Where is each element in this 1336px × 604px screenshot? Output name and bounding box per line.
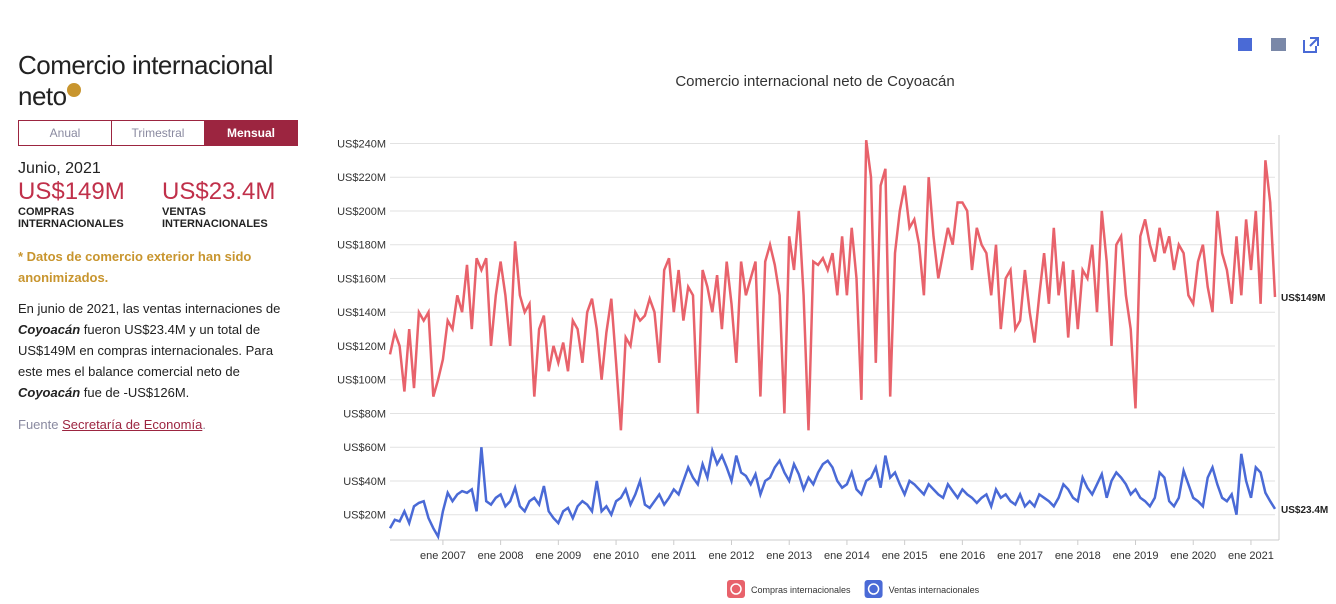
- source-suffix: .: [202, 417, 206, 432]
- legend-label: Compras internacionales: [751, 585, 851, 595]
- x-tick-label: ene 2010: [593, 550, 639, 562]
- x-tick-label: ene 2017: [997, 550, 1043, 562]
- stat-label: VENTAS INTERNACIONALES: [162, 206, 268, 230]
- x-tick-label: ene 2014: [824, 550, 870, 562]
- paragraph-part: Coyoacán: [18, 322, 81, 337]
- y-tick-label: US$120M: [337, 341, 386, 353]
- paragraph-part: Coyoacán: [18, 385, 81, 400]
- x-tick-label: ene 2016: [939, 550, 985, 562]
- stat: US$23.4M VENTAS INTERNACIONALES: [162, 178, 275, 230]
- legend-swatch: [864, 580, 883, 598]
- tab[interactable]: Anual: [19, 121, 112, 145]
- x-tick-label: ene 2020: [1170, 550, 1216, 562]
- y-tick-label: US$20M: [343, 510, 386, 522]
- x-tick-label: ene 2019: [1113, 550, 1159, 562]
- legend-glyph: [867, 583, 880, 595]
- note: * Datos de comercio exterior han sido an…: [18, 249, 252, 285]
- stat: US$149M COMPRAS INTERNACIONALES: [18, 178, 128, 230]
- tabs: Anual Trimestral Mensual: [18, 120, 298, 146]
- y-tick-label: US$60M: [343, 442, 386, 454]
- source-link[interactable]: Secretaría de Economía: [62, 417, 203, 432]
- series-line: [388, 445, 1277, 541]
- legend-swatch: [727, 580, 745, 598]
- paragraph: En junio de 2021, las ventas internacion…: [18, 298, 298, 403]
- x-tick-label: ene 2007: [420, 550, 466, 562]
- tab[interactable]: Trimestral: [112, 121, 205, 145]
- legend-item[interactable]: Compras internacionales: [727, 580, 851, 598]
- table-icon[interactable]: [1238, 38, 1252, 51]
- y-tick-label: US$140M: [337, 307, 386, 319]
- x-tick-label: ene 2021: [1228, 550, 1274, 562]
- panel-title: Comercio internacional neto: [18, 50, 298, 112]
- legend-label: Ventas internacionales: [889, 585, 980, 595]
- y-tick-label: US$220M: [337, 172, 386, 184]
- legend-glyph: [730, 583, 742, 595]
- y-tick-label: US$100M: [337, 375, 386, 387]
- tab[interactable]: Mensual: [205, 121, 297, 145]
- paragraph-part: En junio de 2021, las ventas internacion…: [18, 301, 281, 316]
- date: Junio, 2021: [18, 160, 101, 177]
- stat-value: US$149M: [18, 178, 125, 205]
- x-tick-label: ene 2012: [709, 550, 755, 562]
- paragraph-part: fue de -US$126M.: [80, 385, 190, 400]
- paragraph-part: fueron US$23.4M y un total de US$149M en…: [18, 322, 274, 379]
- y-tick-label: US$160M: [337, 273, 386, 285]
- end-label: US$23.4M: [1281, 505, 1328, 516]
- stats: US$149M COMPRAS INTERNACIONALES US$23.4M VE…: [18, 178, 298, 230]
- info-icon[interactable]: [66, 83, 81, 97]
- legend-item[interactable]: Ventas internacionales: [864, 580, 980, 598]
- series-line: [388, 139, 1277, 431]
- end-label: US$149M: [1281, 293, 1325, 304]
- side-panel: Comercio internacional neto Anual Trimest…: [18, 50, 298, 432]
- x-tick-label: ene 2011: [651, 550, 696, 562]
- stat-label: COMPRAS INTERNACIONALES: [18, 206, 124, 230]
- stat-value: US$23.4M: [162, 178, 276, 205]
- source: Fuente Secretaría de Economía.: [18, 417, 298, 432]
- x-tick-label: ene 2018: [1055, 550, 1101, 562]
- y-tick-label: US$80M: [343, 408, 386, 420]
- title-text: Comercio internacional neto: [18, 50, 273, 111]
- source-prefix: Fuente: [18, 417, 59, 432]
- y-tick-label: US$200M: [337, 206, 386, 218]
- chart-title: Comercio internacional neto de Coyoacán: [675, 73, 954, 90]
- x-tick-label: ene 2009: [535, 550, 581, 562]
- x-tick-label: ene 2015: [882, 550, 928, 562]
- x-tick-label: ene 2008: [478, 550, 524, 562]
- image-icon[interactable]: [1271, 38, 1286, 51]
- x-tick-label: ene 2013: [766, 550, 812, 562]
- y-tick-label: US$180M: [337, 240, 386, 252]
- toolbar: [1238, 37, 1319, 53]
- y-tick-label: US$240M: [337, 138, 386, 150]
- y-tick-label: US$40M: [343, 476, 386, 488]
- share-icon[interactable]: [1303, 37, 1319, 53]
